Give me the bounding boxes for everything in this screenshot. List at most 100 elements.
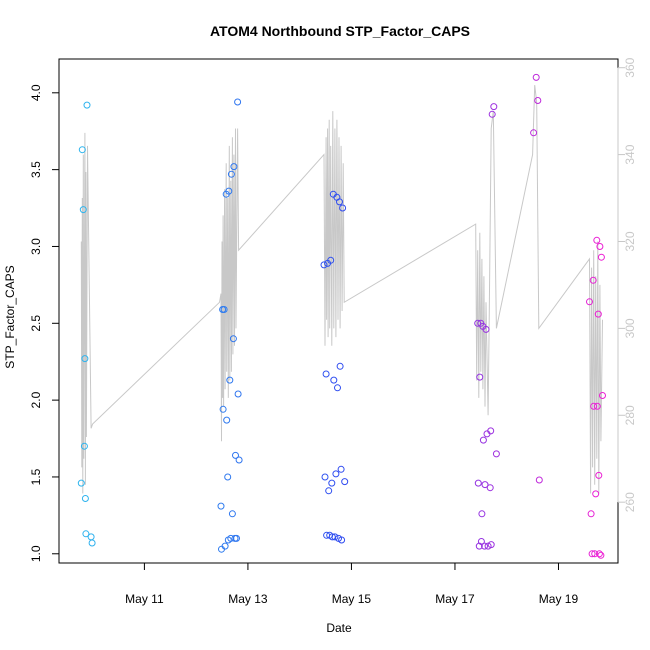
data-point bbox=[487, 427, 495, 435]
data-point bbox=[589, 276, 597, 284]
data-point bbox=[234, 390, 242, 398]
data-point bbox=[330, 376, 338, 384]
data-point bbox=[83, 101, 91, 109]
data-point bbox=[474, 319, 482, 327]
data-point bbox=[235, 456, 243, 464]
data-point bbox=[325, 487, 333, 495]
y-tick-label: 4.0 bbox=[29, 84, 43, 101]
data-point bbox=[228, 510, 236, 518]
data-point bbox=[490, 103, 498, 111]
data-point bbox=[476, 373, 484, 381]
data-point bbox=[587, 510, 595, 518]
data-point bbox=[234, 98, 242, 106]
data-point bbox=[229, 335, 237, 343]
y-axis: 1.0 1.5 2.0 2.5 3.0 3.5 4.0 bbox=[29, 84, 60, 562]
data-point bbox=[590, 402, 598, 410]
data-point bbox=[586, 298, 593, 306]
data-point bbox=[591, 550, 599, 558]
y-tick-label: 1.5 bbox=[29, 468, 43, 485]
data-point bbox=[596, 243, 604, 250]
data-point bbox=[592, 490, 600, 498]
data-point bbox=[226, 376, 234, 384]
y-tick-label: 2.0 bbox=[29, 391, 43, 408]
data-point bbox=[332, 470, 340, 478]
y2-tick-label: 300 bbox=[623, 318, 637, 338]
data-point bbox=[532, 73, 540, 81]
data-point bbox=[488, 110, 496, 118]
y2-tick-label: 340 bbox=[623, 144, 637, 164]
x-tick-label: May 11 bbox=[125, 592, 164, 606]
data-point bbox=[339, 204, 347, 212]
data-point bbox=[487, 541, 495, 549]
data-point bbox=[336, 362, 344, 370]
data-point bbox=[80, 442, 88, 450]
data-point bbox=[79, 206, 87, 214]
y-tick-label: 1.0 bbox=[29, 545, 43, 562]
x-tick-label: May 17 bbox=[435, 592, 475, 606]
data-point bbox=[221, 542, 229, 550]
data-point bbox=[233, 534, 240, 542]
data-point bbox=[230, 163, 238, 171]
data-point bbox=[482, 325, 490, 333]
x-axis-label: Date bbox=[326, 621, 352, 635]
x-tick-label: May 13 bbox=[228, 592, 268, 606]
x-tick-label: May 15 bbox=[332, 592, 372, 606]
data-point bbox=[594, 310, 602, 318]
data-point bbox=[81, 495, 89, 502]
data-point bbox=[597, 253, 605, 261]
data-point bbox=[232, 451, 239, 459]
data-point bbox=[593, 402, 601, 410]
data-point bbox=[320, 261, 328, 269]
data-point bbox=[597, 551, 605, 559]
data-point bbox=[331, 533, 339, 541]
y2-tick-label: 320 bbox=[623, 231, 637, 251]
data-point bbox=[220, 306, 228, 313]
data-point bbox=[328, 479, 336, 487]
data-point bbox=[88, 539, 96, 547]
data-point bbox=[481, 481, 489, 489]
data-point bbox=[595, 471, 603, 479]
data-point bbox=[225, 187, 233, 195]
points-layer bbox=[77, 73, 606, 559]
data-point bbox=[77, 479, 85, 487]
data-point bbox=[534, 97, 542, 104]
line-layer bbox=[80, 85, 603, 494]
data-point bbox=[588, 550, 596, 558]
data-point bbox=[479, 436, 487, 444]
y2-tick-label: 360 bbox=[623, 57, 637, 77]
data-point bbox=[474, 479, 482, 487]
data-point bbox=[486, 484, 494, 492]
data-point bbox=[78, 146, 86, 154]
data-point bbox=[82, 530, 90, 538]
y-tick-label: 3.0 bbox=[29, 238, 43, 255]
y2-tick-label: 280 bbox=[623, 405, 637, 425]
data-point bbox=[535, 476, 543, 484]
data-point bbox=[341, 478, 349, 486]
y-tick-label: 2.5 bbox=[29, 315, 43, 332]
data-point bbox=[334, 384, 341, 392]
data-point bbox=[223, 416, 231, 424]
data-point bbox=[599, 392, 606, 399]
data-point bbox=[595, 550, 603, 558]
data-point bbox=[530, 129, 538, 137]
data-point bbox=[81, 355, 89, 363]
data-point bbox=[87, 533, 95, 541]
data-point bbox=[478, 510, 486, 518]
y-axis-label: STP_Factor_CAPS bbox=[3, 265, 17, 368]
x-axis: May 11 May 13 May 15 May 17 May 19 bbox=[125, 562, 579, 606]
data-point bbox=[338, 536, 346, 544]
data-point bbox=[327, 256, 335, 264]
data-point bbox=[337, 465, 345, 473]
y-tick-label: 3.5 bbox=[29, 161, 43, 178]
y2-axis: 260 280 300 320 340 360 bbox=[617, 57, 637, 512]
data-point bbox=[224, 473, 232, 481]
data-point bbox=[227, 170, 235, 178]
data-point bbox=[219, 405, 227, 413]
data-point bbox=[481, 542, 488, 550]
data-point bbox=[217, 502, 225, 510]
x-tick-label: May 19 bbox=[539, 592, 579, 606]
data-point bbox=[321, 473, 329, 481]
data-point bbox=[322, 370, 330, 378]
data-point bbox=[593, 236, 601, 244]
